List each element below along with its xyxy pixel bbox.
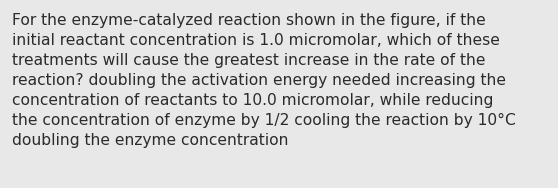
- Text: For the enzyme-catalyzed reaction shown in the figure, if the
initial reactant c: For the enzyme-catalyzed reaction shown …: [12, 13, 516, 148]
